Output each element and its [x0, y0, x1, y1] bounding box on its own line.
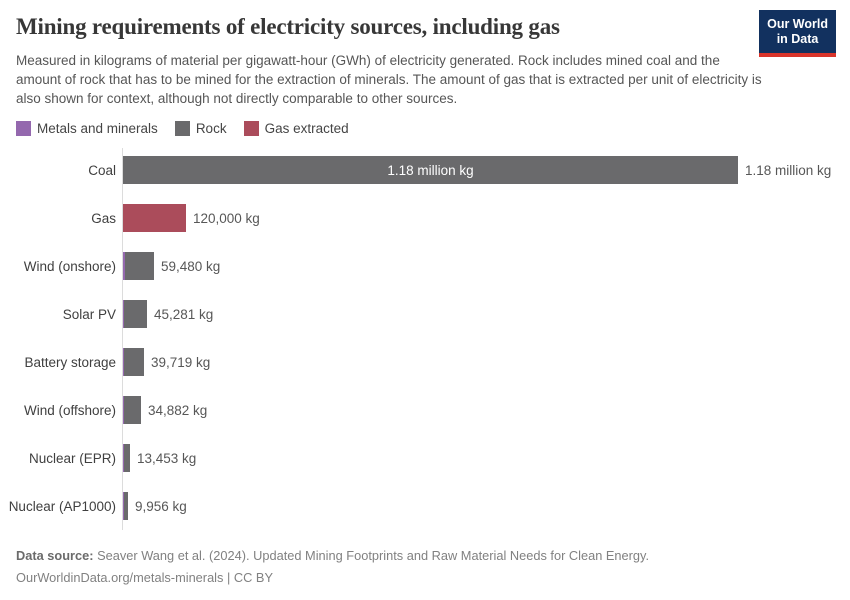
bar-track: 34,882 kg: [123, 396, 850, 425]
bar-segment-rock[interactable]: [124, 492, 128, 521]
bar-track: 9,956 kg: [123, 492, 850, 521]
legend-label: Metals and minerals: [37, 121, 158, 137]
bar-track: 39,719 kg: [123, 348, 850, 377]
bar-segment-rock[interactable]: [124, 348, 144, 377]
category-label[interactable]: Nuclear (AP1000): [8, 498, 116, 514]
chart-subtitle: Measured in kilograms of material per gi…: [16, 52, 762, 107]
chart-rows: Coal 1.18 million kg 1.18 million kg Gas 120…: [0, 146, 850, 530]
category-label[interactable]: Battery storage: [24, 354, 116, 370]
bar-value-label: 34,882 kg: [148, 402, 208, 418]
bar-track: 1.18 million kg 1.18 million kg: [123, 156, 850, 185]
chart-row: Wind (onshore) 59,480 kg: [0, 242, 850, 290]
header: Mining requirements of electricity sourc…: [0, 0, 850, 57]
legend-label: Rock: [195, 121, 227, 137]
owid-url-link[interactable]: OurWorldinData.org/metals-minerals: [16, 570, 224, 586]
category-label[interactable]: Solar PV: [62, 306, 116, 322]
chart-title: Mining requirements of electricity sourc…: [16, 14, 560, 39]
bar-value-label: 39,719 kg: [151, 354, 211, 370]
data-source-text: Seaver Wang et al. (2024). Updated Minin…: [93, 548, 650, 564]
bar[interactable]: [123, 492, 128, 521]
bar[interactable]: [123, 396, 141, 425]
bar-segment-metals[interactable]: [123, 492, 124, 521]
legend-label: Gas extracted: [264, 121, 349, 137]
chart-row: Battery storage 39,719 kg: [0, 338, 850, 386]
legend: Metals and minerals Rock Gas extracted: [16, 121, 834, 137]
bar-value-label: 120,000 kg: [193, 210, 260, 226]
bar-segment-metals[interactable]: [123, 252, 125, 281]
bar-segment-rock[interactable]: [123, 156, 738, 185]
legend-swatch-icon: [243, 121, 259, 137]
bar-segment-rock[interactable]: [125, 252, 154, 281]
legend-item-metals-and-minerals[interactable]: Metals and minerals: [16, 121, 158, 137]
legend-item-rock[interactable]: Rock: [174, 121, 227, 137]
bar-value-label: 59,480 kg: [161, 258, 221, 274]
bar-value-label: 9,956 kg: [135, 498, 187, 514]
legend-swatch-icon: [174, 121, 190, 137]
chart-row: Coal 1.18 million kg 1.18 million kg: [0, 146, 850, 194]
category-label[interactable]: Wind (onshore): [23, 258, 116, 274]
category-label[interactable]: Wind (offshore): [23, 402, 116, 418]
category-label[interactable]: Gas: [91, 210, 116, 226]
bar-track: 59,480 kg: [123, 252, 850, 281]
data-source-prefix: Data source:: [16, 548, 94, 564]
bar-segment-rock[interactable]: [124, 396, 141, 425]
chart-row: Gas 120,000 kg: [0, 194, 850, 242]
chart-row: Nuclear (AP1000) 9,956 kg: [0, 482, 850, 530]
bar-value-label: 1.18 million kg: [745, 162, 832, 178]
category-label[interactable]: Nuclear (EPR): [28, 450, 116, 466]
bar-segment-metals[interactable]: [123, 396, 124, 425]
bar-chart: Coal 1.18 million kg 1.18 million kg Gas 120…: [0, 146, 850, 531]
bar-segment-gas[interactable]: [123, 204, 186, 233]
bar-segment-metals[interactable]: [123, 444, 124, 473]
bar[interactable]: 1.18 million kg: [123, 156, 738, 185]
bar-segment-metals[interactable]: [123, 300, 124, 329]
owid-logo[interactable]: Our World in Data: [759, 10, 836, 57]
owid-logo-line2: in Data: [776, 32, 819, 47]
chart-row: Wind (offshore) 34,882 kg: [0, 386, 850, 434]
bar[interactable]: [123, 252, 154, 281]
owid-logo-line1: Our World: [767, 17, 828, 31]
footer: Data source: Seaver Wang et al. (2024). …: [16, 545, 834, 589]
y-axis-line: [122, 148, 123, 531]
bar-track: 13,453 kg: [123, 444, 850, 473]
legend-item-gas-extracted[interactable]: Gas extracted: [243, 121, 349, 137]
chart-row: Solar PV 45,281 kg: [0, 290, 850, 338]
bar-track: 45,281 kg: [123, 300, 850, 329]
cc-by-link[interactable]: CC BY: [233, 570, 273, 586]
bar-value-label: 45,281 kg: [154, 306, 214, 322]
bar-track: 120,000 kg: [123, 204, 850, 233]
bar-segment-rock[interactable]: [124, 444, 130, 473]
footer-source-line: Data source: Seaver Wang et al. (2024). …: [16, 545, 834, 567]
bar-segment-rock[interactable]: [124, 300, 147, 329]
footer-license-line: OurWorldinData.org/metals-minerals | CC …: [16, 567, 834, 589]
bar[interactable]: [123, 300, 147, 329]
category-label[interactable]: Coal: [88, 162, 116, 178]
bar-value-label: 13,453 kg: [137, 450, 197, 466]
footer-separator: |: [223, 570, 234, 586]
chart-row: Nuclear (EPR) 13,453 kg: [0, 434, 850, 482]
bar[interactable]: [123, 348, 144, 377]
legend-swatch-icon: [16, 121, 31, 137]
bar-segment-metals[interactable]: [123, 348, 124, 377]
bar[interactable]: [123, 444, 130, 473]
bar[interactable]: [123, 204, 186, 233]
